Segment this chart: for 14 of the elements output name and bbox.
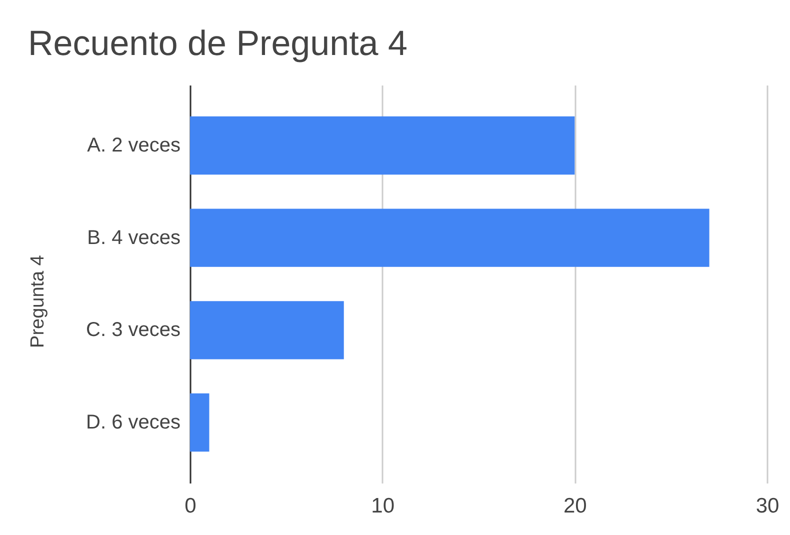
bar [190, 116, 575, 175]
x-tick-label: 30 [756, 494, 780, 518]
chart-title: Recuento de Pregunta 4 [28, 24, 408, 63]
y-axis-title: Pregunta 4 [28, 254, 48, 348]
x-tick-label: 0 [184, 494, 196, 518]
x-tick-label: 10 [371, 494, 395, 518]
bar [190, 208, 710, 267]
bar [190, 393, 210, 452]
x-tick-label: 20 [563, 494, 587, 518]
y-tick-label: A. 2 veces [87, 134, 180, 156]
y-tick-label: B. 4 veces [87, 226, 180, 249]
y-tick-label: D. 6 veces [86, 412, 180, 434]
bar [190, 301, 344, 360]
y-tick-label: C. 3 veces [86, 319, 180, 342]
